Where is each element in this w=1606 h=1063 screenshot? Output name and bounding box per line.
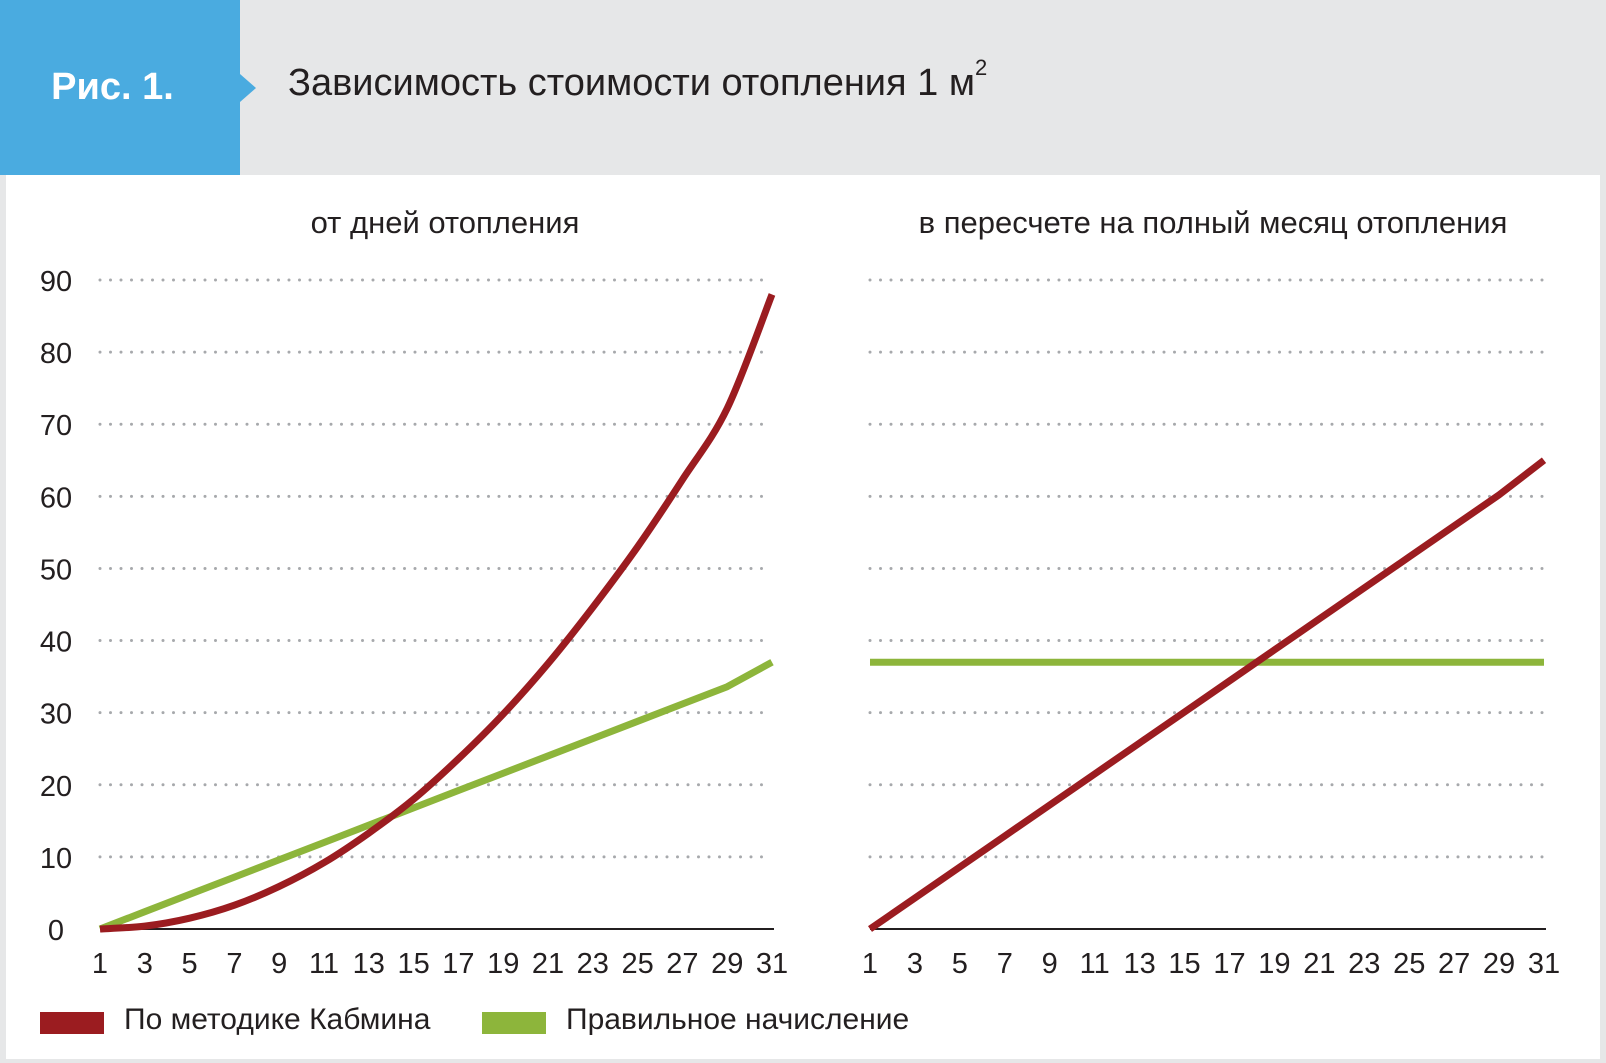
x-tick-label: 21 (532, 948, 564, 980)
x-tick-label: 1 (862, 948, 878, 980)
figure-tab-shape (0, 0, 256, 175)
figure-title-superscript: 2 (975, 55, 988, 80)
x-tick-label: 9 (271, 948, 287, 980)
y-tick-label: 60 (40, 482, 72, 514)
y-tick-label: 20 (40, 771, 72, 803)
x-tick-label: 31 (756, 948, 788, 980)
x-tick-label: 3 (907, 948, 923, 980)
y-tick-label: 30 (40, 699, 72, 731)
legend-label-correct: Правильное начисление (566, 1003, 910, 1036)
x-tick-label: 17 (442, 948, 474, 980)
chart-panel (6, 175, 1600, 1059)
x-tick-label: 19 (1258, 948, 1290, 980)
x-tick-label: 31 (1528, 948, 1560, 980)
y-tick-label: 50 (40, 554, 72, 586)
x-tick-label: 19 (487, 948, 519, 980)
series-line-kabmin (99, 293, 776, 933)
x-tick-label: 7 (226, 948, 242, 980)
x-tick-label: 25 (621, 948, 653, 980)
x-tick-label: 21 (1303, 948, 1335, 980)
x-tick-label: 27 (666, 948, 698, 980)
x-tick-label: 29 (711, 948, 743, 980)
x-tick-label: 17 (1213, 948, 1245, 980)
y-tick-label: 10 (40, 843, 72, 875)
y-tick-label: 70 (40, 410, 72, 442)
x-tick-label: 1 (92, 948, 108, 980)
series-line-kabmin (868, 457, 1547, 932)
x-tick-label: 9 (1042, 948, 1058, 980)
figure-title: Зависимость стоимости отопления 1 м2 (288, 57, 987, 105)
x-tick-label: 7 (997, 948, 1013, 980)
x-tick-label: 11 (1080, 948, 1110, 980)
chart-left-title: от дней отопления (311, 205, 580, 240)
series-line-correct (98, 659, 774, 933)
legend-swatch-kabmin (40, 1012, 104, 1034)
x-tick-label: 5 (952, 948, 968, 980)
x-tick-label: 13 (1123, 948, 1155, 980)
y-tick-label: 90 (40, 266, 72, 298)
header-band: Рис. 1. Зависимость стоимости отопления … (0, 0, 1606, 175)
x-tick-label: 23 (577, 948, 609, 980)
x-tick-label: 25 (1393, 948, 1425, 980)
x-tick-label: 29 (1483, 948, 1515, 980)
y-tick-label: 40 (40, 627, 72, 659)
x-tick-label: 11 (309, 948, 339, 980)
figure-tab: Рис. 1. (0, 0, 262, 175)
chart-right: 1 3 5 7 9 11 13 15 17 19 21 23 25 27 29 31 (862, 278, 1560, 980)
chart-right-title: в пересчете на полный месяц отопления (919, 205, 1508, 240)
legend-swatch-correct (482, 1012, 546, 1034)
figure-label: Рис. 1. (51, 66, 174, 108)
x-tick-label: 3 (137, 948, 153, 980)
x-tick-label: 15 (1168, 948, 1200, 980)
y-tick-label: 0 (48, 915, 64, 947)
x-tick-label: 23 (1348, 948, 1380, 980)
x-tick-label: 5 (182, 948, 198, 980)
figure-title-text: Зависимость стоимости отопления 1 м (288, 62, 975, 104)
x-tick-label: 15 (397, 948, 429, 980)
x-tick-label: 27 (1438, 948, 1470, 980)
x-tick-label: 13 (353, 948, 385, 980)
legend-label-kabmin: По методике Кабмина (124, 1003, 431, 1036)
y-tick-label: 80 (40, 338, 72, 370)
